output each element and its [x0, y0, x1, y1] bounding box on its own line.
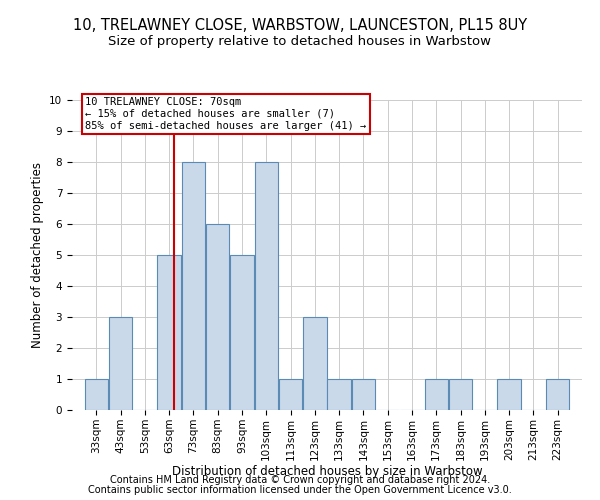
- Bar: [425, 379, 448, 410]
- Text: 10, TRELAWNEY CLOSE, WARBSTOW, LAUNCESTON, PL15 8UY: 10, TRELAWNEY CLOSE, WARBSTOW, LAUNCESTO…: [73, 18, 527, 32]
- Bar: [85, 379, 108, 410]
- Bar: [449, 379, 472, 410]
- Bar: [157, 255, 181, 410]
- Bar: [206, 224, 229, 410]
- Bar: [328, 379, 351, 410]
- Bar: [230, 255, 254, 410]
- Text: 10 TRELAWNEY CLOSE: 70sqm
← 15% of detached houses are smaller (7)
85% of semi-d: 10 TRELAWNEY CLOSE: 70sqm ← 15% of detac…: [85, 98, 367, 130]
- Bar: [254, 162, 278, 410]
- Bar: [352, 379, 375, 410]
- Y-axis label: Number of detached properties: Number of detached properties: [31, 162, 44, 348]
- Text: Contains public sector information licensed under the Open Government Licence v3: Contains public sector information licen…: [88, 485, 512, 495]
- X-axis label: Distribution of detached houses by size in Warbstow: Distribution of detached houses by size …: [172, 466, 482, 478]
- Text: Contains HM Land Registry data © Crown copyright and database right 2024.: Contains HM Land Registry data © Crown c…: [110, 475, 490, 485]
- Text: Size of property relative to detached houses in Warbstow: Size of property relative to detached ho…: [109, 35, 491, 48]
- Bar: [497, 379, 521, 410]
- Bar: [279, 379, 302, 410]
- Bar: [303, 317, 326, 410]
- Bar: [109, 317, 133, 410]
- Bar: [546, 379, 569, 410]
- Bar: [182, 162, 205, 410]
